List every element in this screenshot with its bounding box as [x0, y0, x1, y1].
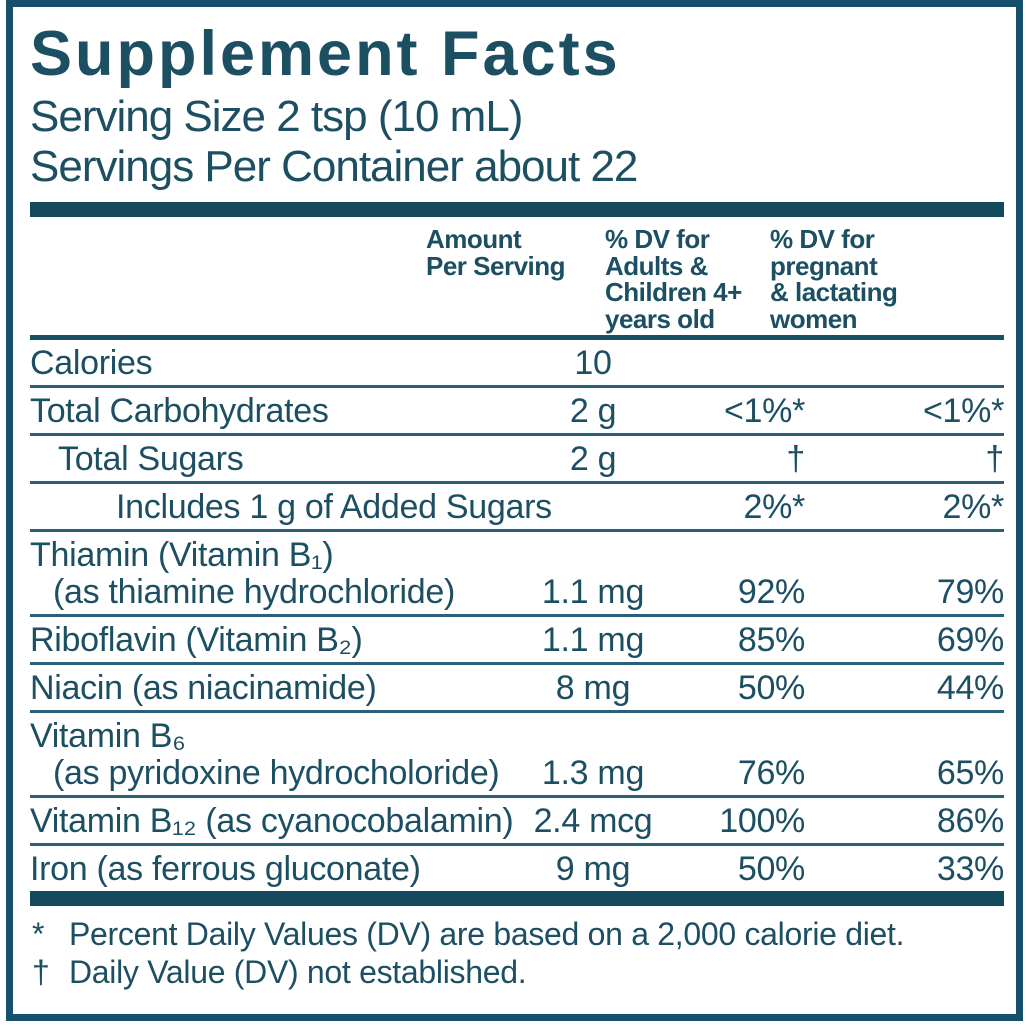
- amount-value: 2 g: [569, 392, 617, 430]
- column-header-dv-pregnant: % DV for pregnant & lactating women: [770, 224, 898, 334]
- dagger-marker: †: [32, 954, 50, 990]
- amount-value: 2 g: [569, 440, 617, 478]
- amount-value: 1.3 mg: [541, 754, 645, 792]
- thick-divider-top: [30, 202, 1004, 217]
- nutrient-name: Riboflavin (Vitamin B₂): [30, 621, 363, 659]
- dv-pregnant-value: 65%: [936, 754, 1004, 792]
- amount-value: 9 mg: [555, 850, 631, 888]
- table-row-total-sugars: Total Sugars 2 g † †: [30, 436, 1004, 484]
- amount-value: 8 mg: [555, 669, 631, 707]
- table-row-iron: Iron (as ferrous gluconate) 9 mg 50% 33%: [30, 846, 1004, 891]
- dv-adults-value: †: [786, 440, 805, 478]
- column-header-dv-adults: % DV for Adults & Children 4+ years old: [605, 224, 742, 334]
- footnote-text: Percent Daily Values (DV) are based on a…: [69, 916, 905, 952]
- dv-adults-value: 2%*: [743, 488, 806, 526]
- nutrient-name: Calories: [30, 344, 153, 382]
- nutrient-name: Total Sugars: [58, 440, 244, 478]
- dv-adults-value: 100%: [719, 802, 805, 840]
- table-row-added-sugars: Includes 1 g of Added Sugars 2%* 2%*: [30, 484, 1004, 532]
- footnote-daily-values: * Percent Daily Values (DV) are based on…: [30, 915, 1006, 953]
- amount-value: 2.4 mcg: [533, 802, 653, 840]
- footnotes: * Percent Daily Values (DV) are based on…: [30, 906, 1006, 991]
- asterisk-marker: *: [32, 916, 45, 952]
- nutrient-name: Niacin (as niacinamide): [30, 669, 377, 707]
- label-title: Supplement Facts: [30, 19, 621, 89]
- dv-adults-value: 76%: [737, 754, 805, 792]
- column-header-row: Amount Per Serving % DV for Adults & Chi…: [30, 217, 1004, 340]
- dv-adults-value: 85%: [737, 621, 805, 659]
- nutrient-table: Calories 10 Total Carbohydrates 2 g <1%*…: [30, 340, 1004, 891]
- table-row-total-carbohydrates: Total Carbohydrates 2 g <1%* <1%*: [30, 388, 1004, 436]
- column-header-spacer: [30, 226, 426, 332]
- table-row-niacin: Niacin (as niacinamide) 8 mg 50% 44%: [30, 665, 1004, 713]
- table-row-calories: Calories 10: [30, 340, 1004, 388]
- dv-pregnant-value: 69%: [936, 621, 1004, 659]
- amount-value: 1.1 mg: [541, 621, 645, 659]
- nutrient-name: Iron (as ferrous gluconate): [30, 850, 421, 888]
- table-row-vitamin-b6: Vitamin B₆ (as pyridoxine hydrocholoride…: [30, 713, 1004, 798]
- table-row-thiamin: Thiamin (Vitamin B₁) (as thiamine hydroc…: [30, 532, 1004, 617]
- footnote-dv-not-established: † Daily Value (DV) not established.: [30, 953, 1006, 991]
- dv-pregnant-value: 2%*: [942, 488, 1005, 526]
- nutrient-name: Includes 1 g of Added Sugars: [116, 488, 552, 526]
- servings-per-container-line: Servings Per Container about 22: [30, 142, 638, 191]
- nutrient-name: Thiamin (Vitamin B₁) (as thiamine hydroc…: [30, 536, 455, 611]
- column-header-amount: Amount Per Serving: [426, 224, 566, 281]
- amount-value: 1.1 mg: [541, 573, 645, 611]
- serving-size-line: Serving Size 2 tsp (10 mL): [30, 92, 523, 141]
- dv-adults-value: 50%: [737, 669, 805, 707]
- amount-value: 10: [574, 344, 612, 382]
- dv-adults-value: <1%*: [723, 392, 805, 430]
- table-row-riboflavin: Riboflavin (Vitamin B₂) 1.1 mg 85% 69%: [30, 617, 1004, 665]
- nutrient-name: Vitamin B₆ (as pyridoxine hydrocholoride…: [30, 717, 500, 792]
- dv-pregnant-value: †: [985, 440, 1004, 478]
- dv-pregnant-value: <1%*: [922, 392, 1004, 430]
- dv-pregnant-value: 44%: [936, 669, 1004, 707]
- thick-divider-bottom: [30, 891, 1004, 906]
- dv-adults-value: 92%: [737, 573, 805, 611]
- footnote-text: Daily Value (DV) not established.: [69, 954, 527, 990]
- dv-pregnant-value: 79%: [936, 573, 1004, 611]
- dv-pregnant-value: 86%: [936, 802, 1004, 840]
- supplement-facts-label: Supplement Facts Serving Size 2 tsp (10 …: [6, 0, 1023, 1021]
- dv-pregnant-value: 33%: [936, 850, 1004, 888]
- dv-adults-value: 50%: [737, 850, 805, 888]
- nutrient-name: Total Carbohydrates: [30, 392, 329, 430]
- table-row-vitamin-b12: Vitamin B₁₂ (as cyanocobalamin) 2.4 mcg …: [30, 798, 1004, 846]
- nutrient-name: Vitamin B₁₂ (as cyanocobalamin): [30, 802, 514, 840]
